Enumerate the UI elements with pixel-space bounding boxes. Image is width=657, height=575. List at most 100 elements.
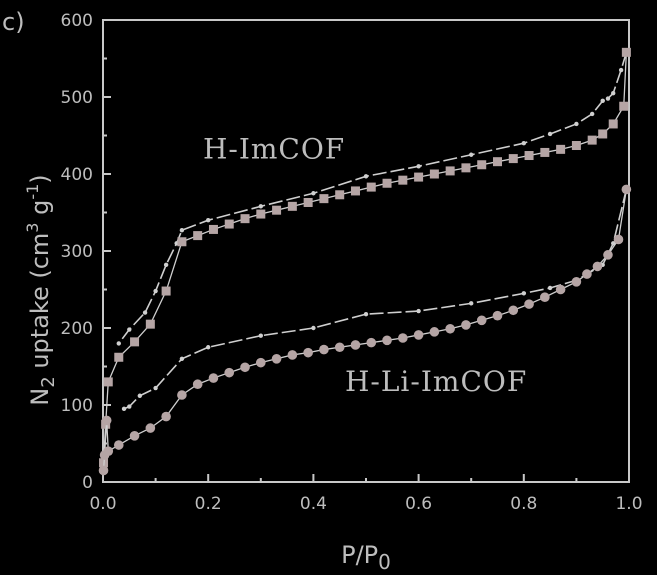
adsorption-point [508, 154, 518, 164]
adsorption-point [621, 47, 631, 57]
x-axis: 0.0 0.2 0.4 0.6 0.8 1.0 [89, 474, 643, 514]
desorption-point [547, 285, 553, 291]
adsorption-point [272, 205, 282, 215]
panel-label: c) [2, 8, 25, 36]
adsorption-point [461, 320, 471, 330]
desorption-point [521, 141, 526, 146]
adsorption-point [366, 182, 376, 192]
desorption-point [179, 356, 185, 361]
adsorption-point [571, 141, 581, 151]
desorption-point [363, 174, 369, 179]
adsorption-point [476, 315, 487, 326]
desorption-point [618, 67, 624, 73]
y-tick-label: 200 [61, 319, 93, 339]
adsorption-point [319, 344, 329, 355]
desorption-point [363, 311, 369, 317]
adsorption-point [571, 277, 582, 287]
adsorption-point [493, 157, 502, 167]
adsorption-point [429, 169, 439, 179]
adsorption-point [287, 350, 298, 360]
desorption-point [206, 345, 211, 350]
x-tick-label: 0.0 [89, 494, 116, 514]
adsorption-point [608, 119, 618, 129]
y-tick-label: 600 [61, 11, 93, 31]
adsorption-point [540, 292, 550, 303]
adsorption-point [555, 284, 566, 295]
series-h-imcof [99, 47, 631, 468]
adsorption-point [592, 261, 603, 272]
adsorption-point [414, 172, 424, 182]
adsorption-point [603, 250, 613, 260]
adsorption-point [477, 160, 487, 170]
adsorption-point [255, 357, 266, 368]
desorption-point [416, 308, 421, 314]
adsorption-point [524, 151, 534, 161]
adsorption-point [445, 323, 455, 334]
adsorption-point [382, 178, 392, 188]
desorption-point [153, 385, 158, 391]
adsorption-point [271, 354, 282, 364]
x-tick-label: 1.0 [615, 494, 642, 514]
adsorption-point [145, 423, 156, 433]
adsorption-point [613, 234, 624, 245]
adsorption-point [145, 319, 155, 329]
adsorption-point [240, 214, 250, 224]
desorption-point [311, 191, 316, 196]
adsorption-point [366, 337, 377, 348]
series-label-h-li-imcof: H-Li-ImCOF [345, 365, 527, 398]
adsorption-point [398, 333, 408, 343]
adsorption-point [429, 327, 440, 337]
adsorption-point [461, 163, 471, 173]
adsorption-point [303, 197, 313, 207]
adsorption-point [334, 342, 345, 353]
x-tick-label: 0.8 [510, 494, 537, 514]
adsorption-point [350, 340, 361, 350]
desorption-point [547, 131, 553, 137]
adsorption-point [192, 379, 203, 390]
adsorption-point [224, 219, 234, 229]
desorption-point [206, 218, 211, 223]
adsorption-point [508, 305, 519, 316]
adsorption-point [492, 310, 503, 321]
series-label-h-imcof: H-ImCOF [203, 133, 345, 166]
desorption-point [163, 262, 169, 268]
desorption-line [118, 52, 628, 344]
desorption-point [469, 301, 474, 306]
desorption-point [521, 291, 526, 296]
desorption-point [311, 325, 316, 331]
adsorption-point [540, 147, 550, 157]
adsorption-point [256, 209, 266, 219]
adsorption-line [102, 52, 628, 463]
adsorption-point [129, 431, 140, 441]
desorption-point [179, 228, 185, 233]
adsorption-point [398, 175, 408, 185]
adsorption-point [224, 367, 235, 378]
x-tick-label: 0.2 [195, 494, 222, 514]
x-tick-label: 0.4 [300, 494, 327, 514]
adsorption-point [582, 269, 592, 279]
desorption-point [611, 90, 616, 96]
adsorption-point [413, 330, 424, 340]
y-tick-label: 500 [61, 88, 93, 108]
desorption-point [600, 98, 605, 104]
plot-border [102, 19, 630, 483]
desorption-point [116, 341, 121, 346]
adsorption-point [350, 186, 360, 196]
adsorption-point [382, 335, 392, 346]
adsorption-point [524, 299, 534, 309]
desorption-point [574, 121, 579, 127]
desorption-point [416, 164, 421, 169]
adsorption-point [161, 286, 171, 296]
adsorption-point [114, 352, 124, 362]
series-layer [98, 47, 632, 476]
adsorption-point [287, 201, 297, 211]
adsorption-point [98, 465, 109, 476]
desorption-point [258, 204, 263, 209]
desorption-point [142, 310, 148, 315]
adsorption-point [240, 362, 250, 373]
desorption-point [127, 404, 132, 409]
adsorption-point [177, 390, 187, 400]
desorption-point [153, 288, 158, 294]
adsorption-point [103, 377, 113, 387]
adsorption-point [335, 190, 345, 200]
